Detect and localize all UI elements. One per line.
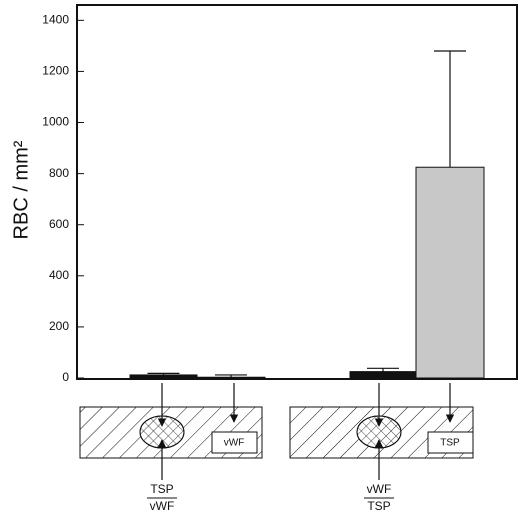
diagrams: vWF TSP TSP vWF vWF TSP <box>79 383 474 513</box>
denominator: vWF <box>150 499 175 513</box>
bar <box>415 166 485 379</box>
label-box <box>427 431 474 454</box>
bar <box>349 371 417 379</box>
error-bar <box>367 367 399 372</box>
label-box <box>211 431 258 454</box>
box-label: TSP <box>440 438 460 449</box>
y-tick-label: 0 <box>62 370 69 384</box>
error-bar <box>215 374 247 378</box>
y-tick-label: 400 <box>49 268 69 282</box>
y-tick-label: 1000 <box>42 115 69 129</box>
y-axis-label: RBC / mm² <box>10 140 32 239</box>
y-tick-label: 1400 <box>42 13 69 27</box>
plot-frame <box>76 4 518 380</box>
bar <box>129 374 198 379</box>
numerator: TSP <box>150 482 173 496</box>
y-tick-label: 600 <box>49 217 69 231</box>
numerator: vWF <box>367 482 392 496</box>
y-tick-label: 800 <box>49 166 69 180</box>
box-label: vWF <box>224 438 245 449</box>
error-bar <box>147 372 180 375</box>
y-tick-label: 200 <box>49 319 69 333</box>
bar <box>196 376 266 379</box>
error-bar <box>434 50 466 168</box>
denominator: TSP <box>367 499 390 513</box>
y-tick-label: 1200 <box>42 64 69 78</box>
